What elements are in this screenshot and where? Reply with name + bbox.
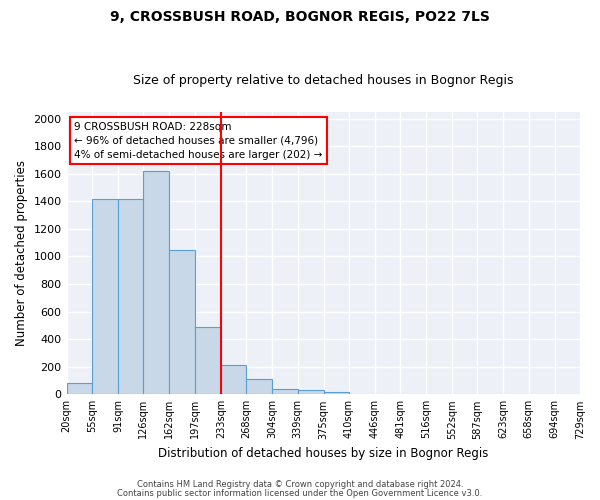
Bar [67,384,92,394]
Text: Contains HM Land Registry data © Crown copyright and database right 2024.: Contains HM Land Registry data © Crown c… [137,480,463,489]
Text: Contains public sector information licensed under the Open Government Licence v3: Contains public sector information licen… [118,488,482,498]
Bar [143,171,169,394]
Bar [272,389,298,394]
Bar [118,198,143,394]
X-axis label: Distribution of detached houses by size in Bognor Regis: Distribution of detached houses by size … [158,447,488,460]
Bar [221,366,246,394]
Bar [298,390,323,394]
Y-axis label: Number of detached properties: Number of detached properties [15,160,28,346]
Text: 9 CROSSBUSH ROAD: 228sqm
← 96% of detached houses are smaller (4,796)
4% of semi: 9 CROSSBUSH ROAD: 228sqm ← 96% of detach… [74,122,323,160]
Bar [323,392,349,394]
Bar [246,379,272,394]
Text: 9, CROSSBUSH ROAD, BOGNOR REGIS, PO22 7LS: 9, CROSSBUSH ROAD, BOGNOR REGIS, PO22 7L… [110,10,490,24]
Title: Size of property relative to detached houses in Bognor Regis: Size of property relative to detached ho… [133,74,514,87]
Bar [169,250,195,394]
Bar [92,198,118,394]
Bar [195,327,221,394]
